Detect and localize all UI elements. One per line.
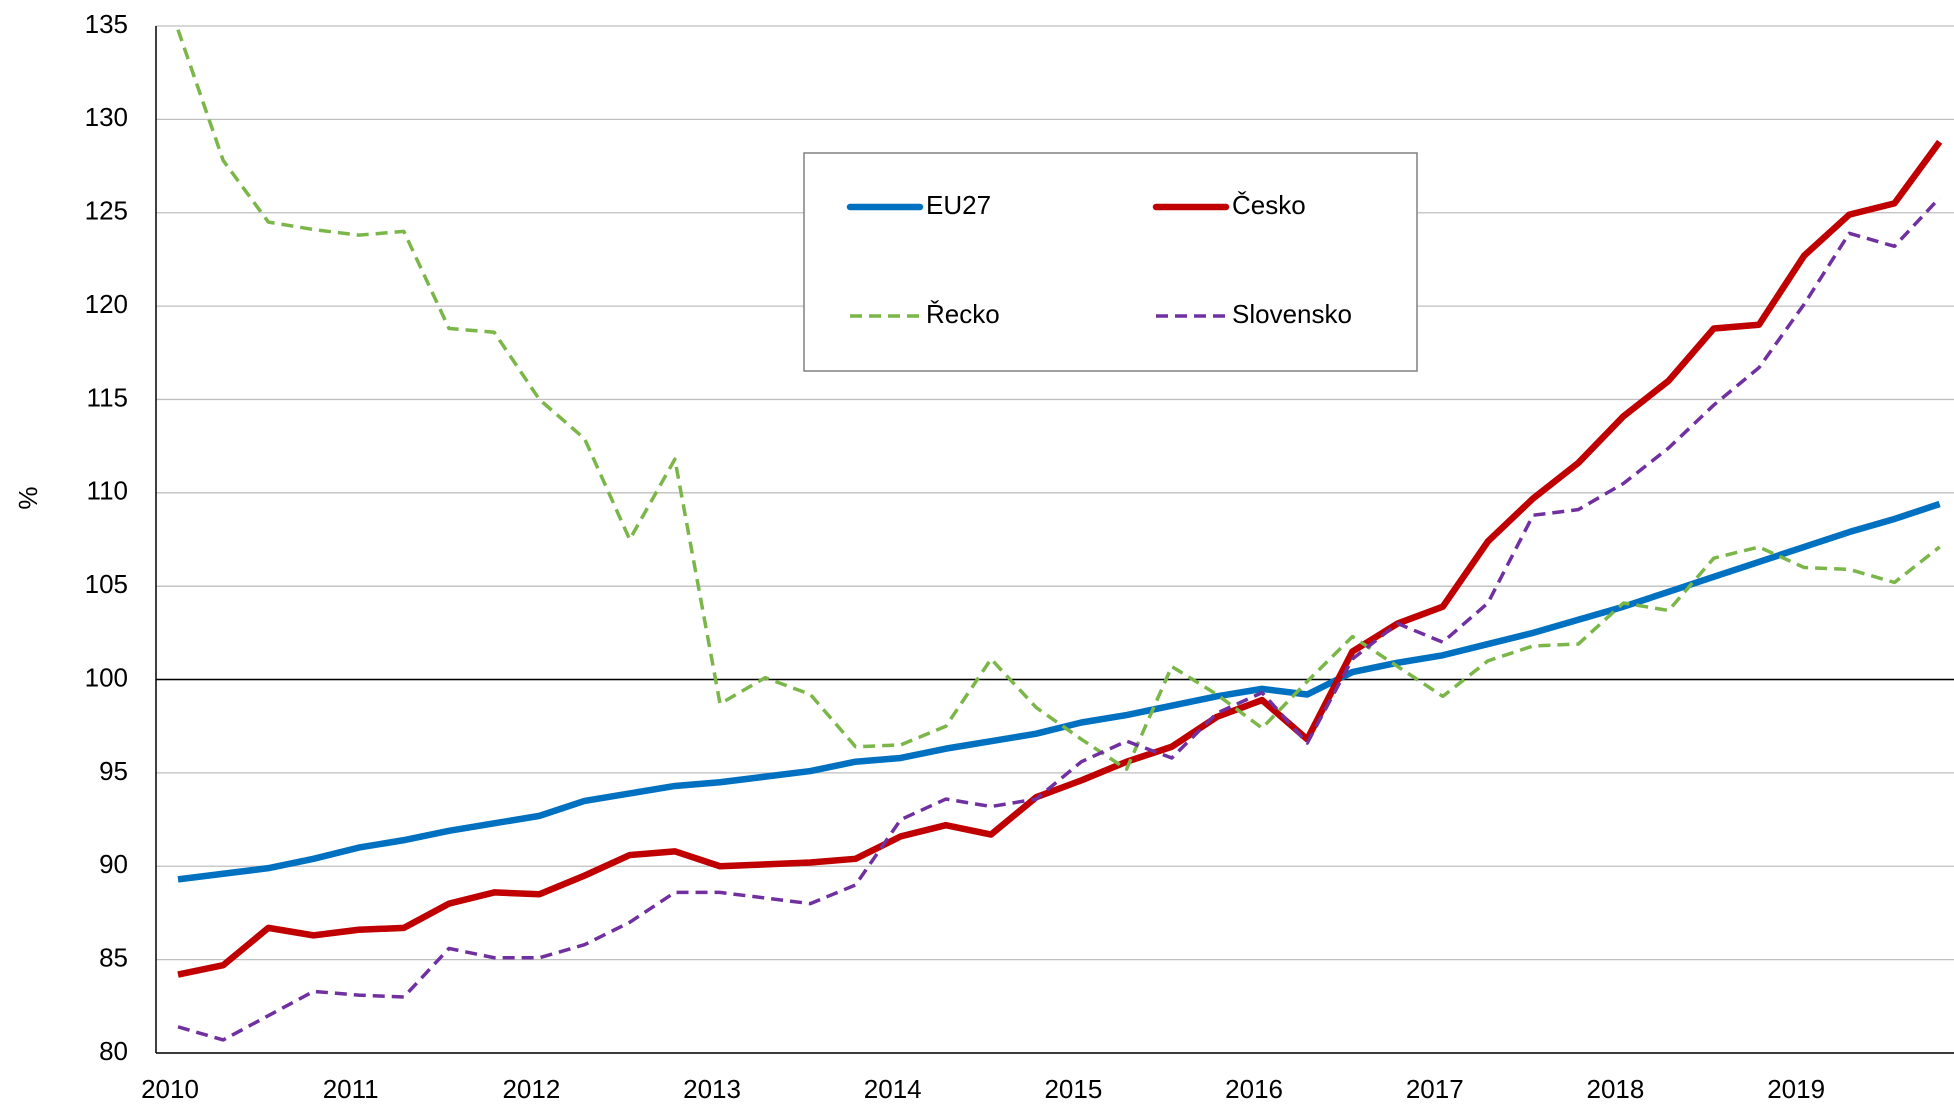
- series-line: [176, 29, 1941, 771]
- y-tick-label: 110: [87, 476, 128, 506]
- x-tick-label: 2015: [1044, 1074, 1102, 1104]
- legend-label: Řecko: [926, 299, 1000, 329]
- x-tick-label: 2013: [683, 1074, 741, 1104]
- x-tick-label: 2019: [1767, 1074, 1825, 1104]
- y-tick-label: 105: [85, 569, 128, 599]
- y-tick-label: 85: [99, 943, 128, 973]
- legend-box: [803, 152, 1418, 372]
- x-tick-label: 2012: [502, 1074, 560, 1104]
- x-tick-label: 2014: [864, 1074, 922, 1104]
- y-tick-label: 90: [99, 849, 128, 879]
- y-tick-label: 115: [87, 382, 128, 412]
- legend-label: Slovensko: [1232, 299, 1352, 329]
- x-tick-label: 2017: [1406, 1074, 1464, 1104]
- y-axis-label: %: [13, 486, 43, 509]
- legend-label: Česko: [1232, 190, 1306, 220]
- y-tick-label: 95: [99, 756, 128, 786]
- x-tick-label: 2010: [141, 1074, 199, 1104]
- y-tick-label: 100: [85, 662, 128, 692]
- legend: EU27 Česko Řecko Slovensko: [803, 152, 1418, 372]
- y-tick-label: 80: [99, 1036, 128, 1066]
- series-line: [177, 500, 1941, 883]
- x-tick-label: 2016: [1225, 1074, 1283, 1104]
- series-line: [177, 139, 1943, 978]
- legend-label: EU27: [926, 190, 991, 220]
- series-line: [177, 196, 1941, 1042]
- y-tick-label: 130: [85, 102, 128, 132]
- y-tick-label: 135: [85, 9, 128, 39]
- y-tick-label: 120: [85, 289, 128, 319]
- x-tick-label: 2011: [323, 1074, 379, 1104]
- x-tick-label: 2018: [1587, 1074, 1645, 1104]
- y-tick-label: 125: [85, 196, 128, 226]
